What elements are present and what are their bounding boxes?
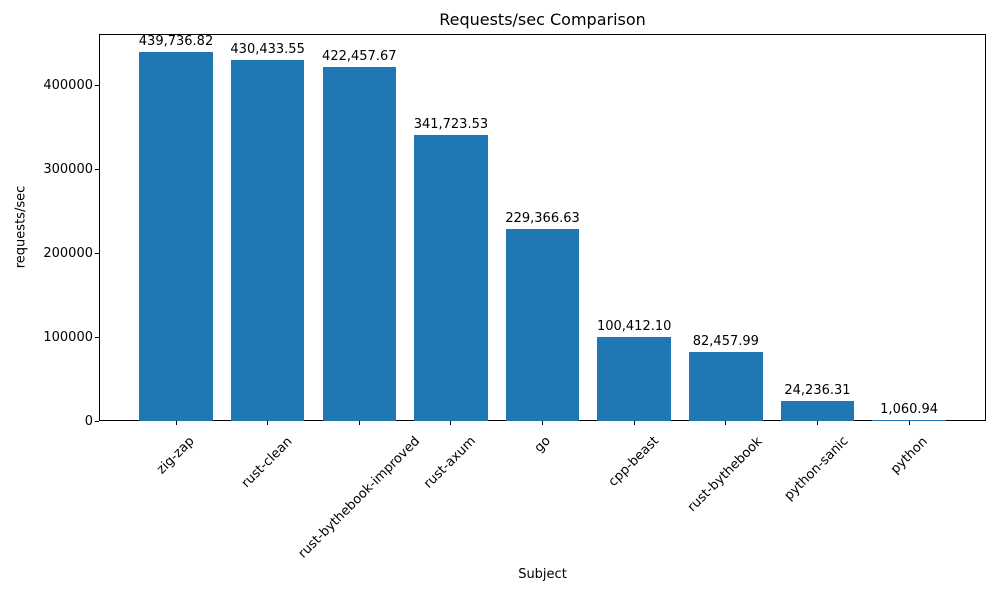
- y-tick-label: 0: [84, 413, 93, 429]
- x-tick-label: go: [531, 433, 554, 456]
- x-tick-mark: [725, 421, 727, 425]
- y-tick-mark: [95, 420, 99, 422]
- bar-value-label: 439,736.82: [138, 34, 214, 50]
- x-tick-mark: [816, 421, 818, 425]
- y-tick-label: 400000: [43, 78, 93, 94]
- bar-value-label: 229,366.63: [505, 210, 580, 226]
- bar-go: [505, 228, 580, 421]
- bar-zig-zap: [139, 52, 213, 421]
- chart-title: Requests/sec Comparison: [439, 10, 646, 29]
- x-tick-label: zig-zap: [154, 433, 198, 478]
- y-tick-label: 100000: [43, 329, 93, 345]
- bar-rust-clean: [230, 60, 305, 421]
- x-tick-mark: [267, 421, 269, 425]
- bar-value-label: 100,412.10: [596, 318, 672, 334]
- x-tick-label: rust-axum: [421, 434, 480, 492]
- bar-value-label: 341,723.53: [413, 116, 489, 132]
- x-tick-label: rust-bythebook-improved: [295, 433, 423, 562]
- y-tick-mark: [95, 252, 99, 254]
- y-tick-label: 200000: [43, 245, 93, 261]
- y-tick-mark: [95, 85, 99, 87]
- x-tick-label: rust-bythebook: [685, 433, 766, 515]
- x-tick-mark: [542, 421, 544, 425]
- x-tick-mark: [908, 421, 910, 425]
- y-tick-mark: [95, 336, 99, 338]
- bar-value-label: 430,433.55: [230, 42, 305, 58]
- bar-rust-axum: [414, 134, 488, 421]
- x-tick-mark: [175, 421, 177, 425]
- x-tick-label: python: [887, 433, 931, 477]
- y-tick-label: 300000: [43, 162, 93, 178]
- bar-python: [872, 420, 946, 421]
- bar-value-label: 422,457.67: [322, 48, 397, 64]
- x-tick-label: python-sanic: [782, 434, 853, 504]
- x-tick-mark: [633, 421, 635, 425]
- x-tick-label: cpp-beast: [605, 433, 663, 491]
- bar-cpp-beast: [597, 336, 671, 421]
- bar-rust-bythebook-improved: [322, 66, 397, 421]
- x-axis-label: Subject: [518, 567, 567, 582]
- bar-value-label: 24,236.31: [784, 382, 851, 398]
- bar-value-label: 1,060.94: [880, 402, 939, 417]
- bar-rust-bythebook: [689, 351, 763, 421]
- x-tick-mark: [450, 421, 452, 425]
- y-tick-mark: [95, 169, 99, 171]
- x-tick-mark: [358, 421, 360, 425]
- bar-value-label: 82,457.99: [692, 333, 759, 349]
- bar-python-sanic: [780, 400, 855, 421]
- x-tick-label: rust-clean: [239, 433, 296, 491]
